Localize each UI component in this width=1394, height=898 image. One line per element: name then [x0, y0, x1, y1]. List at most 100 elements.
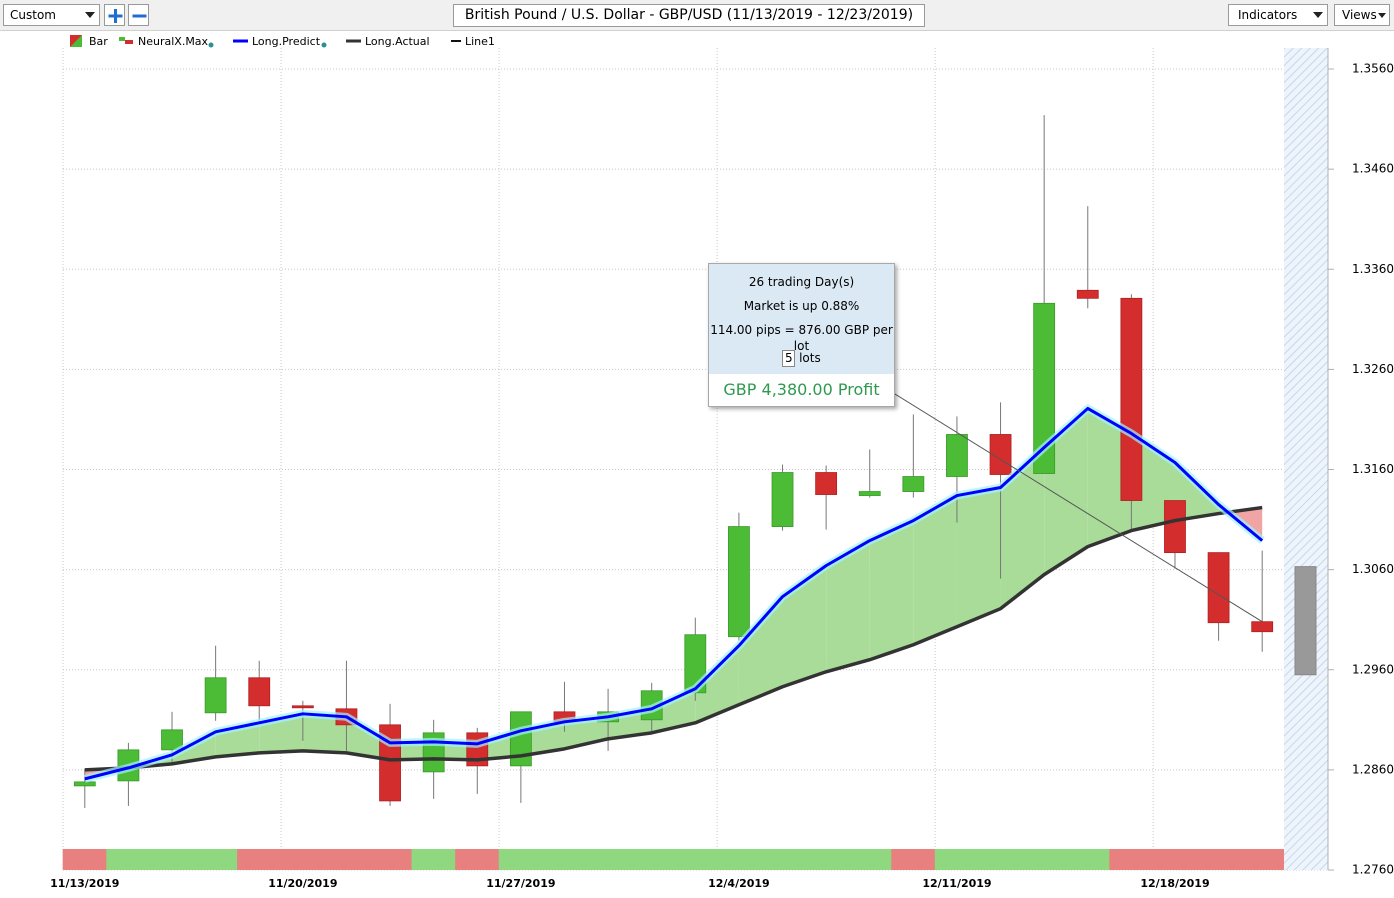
y-tick-label: 1.2760 — [1352, 863, 1394, 877]
candle-body — [161, 729, 183, 751]
candle-body — [73, 781, 96, 787]
spread-fill — [1087, 408, 1132, 547]
candle-body — [771, 472, 794, 527]
legend: Bar NeuralX.Max Long.Predict Long.Actual… — [70, 35, 495, 48]
signal-cell — [585, 849, 631, 870]
signal-cell — [542, 849, 587, 870]
signal-cell — [1196, 849, 1241, 870]
tooltip-market: Market is up 0.88% — [743, 299, 860, 313]
legend-label: Long.Actual — [365, 35, 430, 48]
lots-label: lots — [799, 351, 821, 365]
signal-cell — [498, 849, 543, 870]
legend-label: Long.Predict — [252, 35, 321, 48]
candle-body — [1076, 289, 1099, 299]
signal-cell — [1065, 849, 1110, 870]
predict-line — [84, 406, 1264, 781]
y-tick-label: 1.3460 — [1352, 162, 1394, 176]
y-tick-label: 1.2960 — [1352, 662, 1394, 676]
signal-cell — [106, 849, 151, 870]
candle-body — [989, 434, 1012, 475]
views-menu[interactable]: Views — [1334, 4, 1390, 26]
signal-cell — [367, 849, 413, 870]
plot — [62, 48, 1328, 871]
signal-cell — [324, 849, 369, 870]
future-area — [1284, 48, 1328, 870]
candle-body — [1251, 621, 1274, 633]
candle-body — [815, 472, 838, 495]
tooltip-pips: 114.00 pips = 876.00 GBP per lot — [710, 323, 893, 353]
signal-cell — [804, 849, 849, 870]
measure-tooltip: 26 trading Day(s) Market is up 0.88% 114… — [708, 263, 895, 407]
signal-cell — [978, 849, 1023, 870]
spread-fill — [913, 495, 957, 645]
signal-cell — [237, 849, 282, 870]
signal-cell — [1240, 849, 1285, 870]
tooltip-info: 26 trading Day(s) Market is up 0.88% 114… — [709, 264, 894, 374]
x-tick-label: 12/18/2019 — [1140, 877, 1209, 890]
spread-fill — [695, 645, 739, 723]
candle-body — [1120, 297, 1143, 501]
views-label: Views — [1342, 8, 1377, 22]
signal-cell — [193, 849, 238, 870]
candle-body — [1207, 552, 1230, 624]
signal-cell — [760, 849, 805, 870]
candle-body — [728, 526, 750, 638]
candle-body — [902, 476, 925, 492]
y-tick-label: 1.2860 — [1352, 762, 1394, 776]
legend-dot — [208, 42, 214, 48]
legend-swatch — [125, 40, 133, 44]
legend-label: Bar — [89, 35, 108, 48]
y-tick-label: 1.3360 — [1352, 262, 1394, 276]
candle-body — [204, 677, 227, 714]
signal-cell — [891, 849, 936, 870]
legend-swatch — [70, 35, 82, 47]
candle-body — [1164, 500, 1186, 554]
tooltip-days: 26 trading Day(s) — [748, 275, 855, 289]
spread-fill — [738, 596, 783, 705]
spread-fill — [869, 520, 914, 660]
tooltip-profit: GBP 4,380.00 Profit — [723, 380, 880, 399]
x-tick-label: 11/20/2019 — [268, 877, 337, 890]
preset-label: Custom — [10, 8, 56, 22]
signal-cell — [1152, 849, 1198, 870]
y-tick-label: 1.3060 — [1352, 562, 1394, 576]
dropdown-arrow — [1313, 12, 1323, 18]
signal-cell — [1109, 849, 1154, 870]
lots-input[interactable]: 5 — [782, 350, 796, 367]
signal-cell — [149, 849, 195, 870]
signal-cell — [455, 849, 500, 870]
x-tick-label: 11/13/2019 — [50, 877, 119, 890]
actual-line — [84, 505, 1263, 772]
range-marker — [1294, 566, 1317, 676]
signal-cell — [673, 849, 718, 870]
y-tick-label: 1.3560 — [1352, 62, 1394, 76]
candle-body — [291, 705, 314, 709]
spread-fill — [782, 565, 827, 687]
x-tick-label: 12/4/2019 — [708, 877, 770, 890]
signal-cell — [62, 849, 107, 870]
signal-cell — [716, 849, 762, 870]
tooltip-lots: 5 lots — [709, 350, 894, 374]
signal-cell — [934, 849, 980, 870]
signal-cell — [1022, 849, 1067, 870]
spread-fill — [956, 487, 1001, 627]
indicators-menu[interactable]: Indicators — [1228, 4, 1328, 26]
signal-cell — [411, 849, 456, 870]
preset-select[interactable]: Custom — [3, 4, 100, 26]
signal-cell — [629, 849, 674, 870]
y-tick-label: 1.3160 — [1352, 462, 1394, 476]
signal-cell — [280, 849, 325, 870]
zoom-in-button[interactable] — [104, 4, 125, 26]
toolbar: Custom British Pound / U.S. Dollar - GBP… — [0, 0, 1394, 31]
zoom-out-button[interactable] — [128, 4, 149, 26]
legend-label: NeuralX.Max — [138, 35, 209, 48]
chart: Bar NeuralX.Max Long.Predict Long.Actual… — [50, 35, 1394, 890]
candle-body — [946, 434, 968, 477]
dropdown-arrow — [1378, 13, 1386, 18]
measure-line — [869, 377, 1263, 623]
candle-body — [858, 491, 881, 496]
legend-swatch — [119, 37, 125, 41]
spread-fill — [1000, 447, 1045, 609]
spread-fill — [1044, 408, 1088, 575]
